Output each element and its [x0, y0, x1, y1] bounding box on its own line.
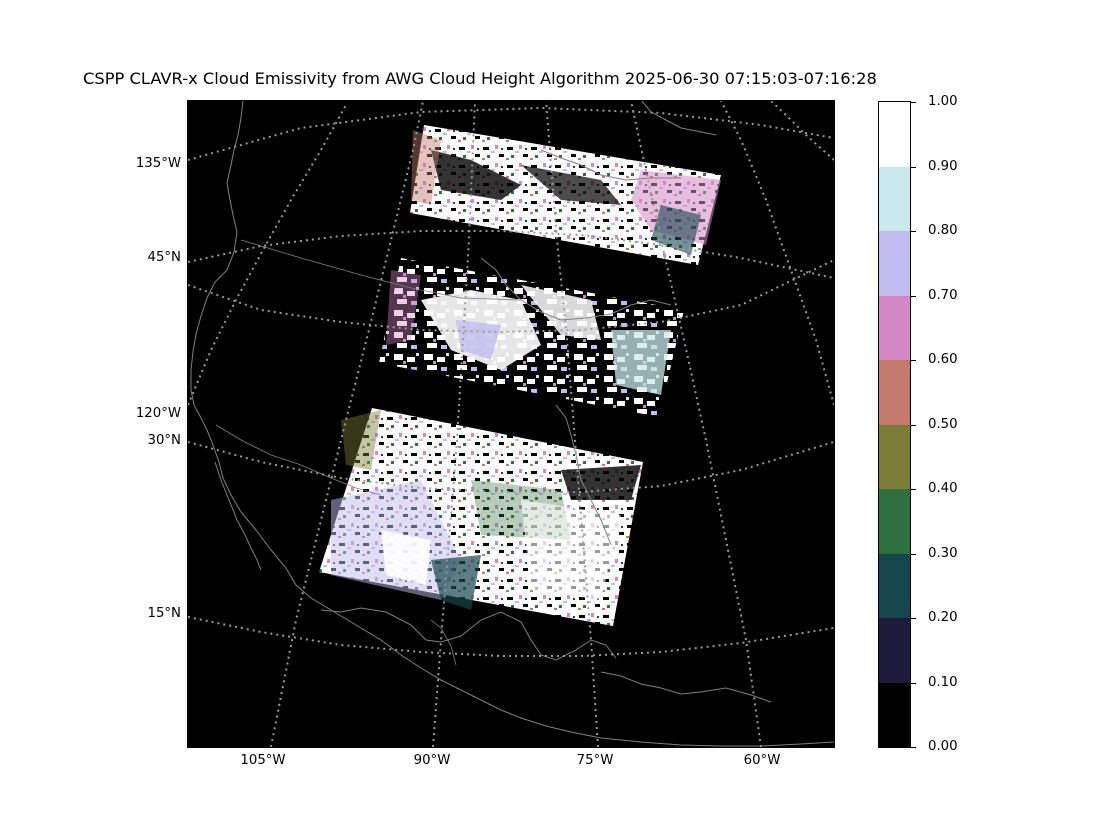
colorbar-swatch-2	[879, 553, 910, 618]
colorbar-tick-mark	[911, 554, 916, 555]
colorbar-tick-mark	[911, 683, 916, 684]
colorbar-tick-mark	[911, 102, 916, 103]
coastlines	[190, 101, 834, 747]
graticule	[188, 101, 834, 747]
longitude-label-90w: 90°W	[413, 753, 451, 768]
colorbar-swatch-7	[879, 231, 910, 296]
colorbar-swatch-6	[879, 295, 910, 360]
colorbar-tick-label: 0.10	[928, 675, 958, 690]
longitude-label-60w: 60°W	[743, 753, 781, 768]
colorbar-tick-label: 0.00	[928, 739, 958, 754]
latitude-label-15: 15°N	[147, 606, 181, 621]
granule-north	[410, 125, 721, 265]
colorbar-swatch-3	[879, 489, 910, 554]
colorbar-tick-label: 0.80	[928, 223, 958, 238]
colorbar-tick-mark	[911, 489, 916, 490]
map-panel	[187, 100, 835, 748]
colorbar-tick-mark	[911, 425, 916, 426]
colorbar-tick-mark	[911, 747, 916, 748]
colorbar-swatch-9	[879, 102, 910, 167]
colorbar	[878, 101, 911, 748]
colorbar-tick-label: 0.50	[928, 417, 958, 432]
granule-south	[319, 408, 643, 626]
latitude-label-45: 45°N	[147, 250, 181, 265]
colorbar-tick-mark	[911, 618, 916, 619]
colorbar-tick-label: 0.90	[928, 159, 958, 174]
longitude-label-75w: 75°W	[576, 753, 614, 768]
longitude-label-105w: 105°W	[240, 753, 286, 768]
colorbar-swatch-5	[879, 360, 910, 425]
colorbar-tick-label: 0.40	[928, 481, 958, 496]
colorbar-tick-mark	[911, 360, 916, 361]
colorbar-tick-label: 0.20	[928, 610, 958, 625]
latitude-label-30: 30°N	[147, 433, 181, 448]
map-title: CSPP CLAVR-x Cloud Emissivity from AWG C…	[83, 69, 877, 88]
longitude-label-120w: 120°W	[135, 406, 181, 421]
colorbar-swatch-1	[879, 618, 910, 683]
country-borders	[215, 239, 522, 666]
map-canvas	[188, 101, 834, 747]
colorbar-tick-label: 1.00	[928, 94, 958, 109]
colorbar-tick-label: 0.30	[928, 546, 958, 561]
cloud-granules	[319, 125, 721, 626]
longitude-label-135w: 135°W	[135, 156, 181, 171]
colorbar-swatch-8	[879, 166, 910, 231]
granule-middle	[379, 258, 684, 417]
colorbar-tick-mark	[911, 167, 916, 168]
colorbar-tick-label: 0.70	[928, 288, 958, 303]
colorbar-tick-mark	[911, 231, 916, 232]
colorbar-tick-label: 0.60	[928, 352, 958, 367]
colorbar-swatch-4	[879, 424, 910, 489]
colorbar-swatch-0	[879, 682, 910, 747]
colorbar-tick-mark	[911, 296, 916, 297]
